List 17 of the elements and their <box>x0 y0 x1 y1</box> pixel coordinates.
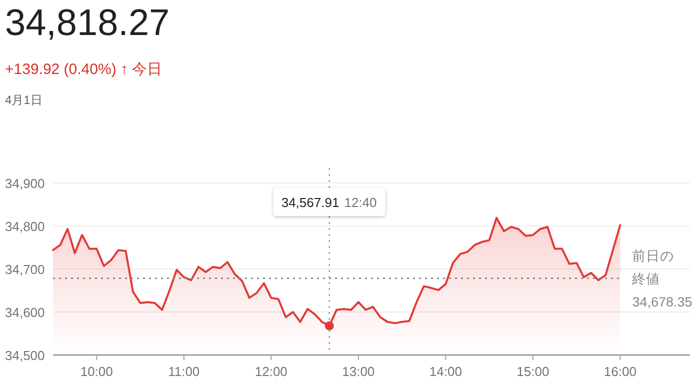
xtick: 10:00 <box>80 364 113 379</box>
ref-label: 前日の終値34,678.35 <box>632 248 692 310</box>
subtitle: +139.92 (0.40%) ↑ 今日 <box>5 61 162 78</box>
ytick: 34,500 <box>5 348 45 363</box>
xtick: 11:00 <box>168 364 200 379</box>
xtick: 15:00 <box>516 364 550 379</box>
ytick: 34,900 <box>5 176 45 191</box>
ytick: 34,600 <box>5 305 45 320</box>
xtick: 14:00 <box>429 364 462 379</box>
ytick: 34,800 <box>5 219 45 234</box>
xtick: 13:00 <box>342 364 375 379</box>
xtick: 12:00 <box>254 364 288 379</box>
ytick: 34,700 <box>5 262 45 277</box>
annotation: 34,567.91 12:40 <box>281 195 377 210</box>
annotation: 4月1日 <box>5 93 42 107</box>
xtick: 16:00 <box>604 364 636 379</box>
title: 34,818.27 <box>5 2 170 43</box>
